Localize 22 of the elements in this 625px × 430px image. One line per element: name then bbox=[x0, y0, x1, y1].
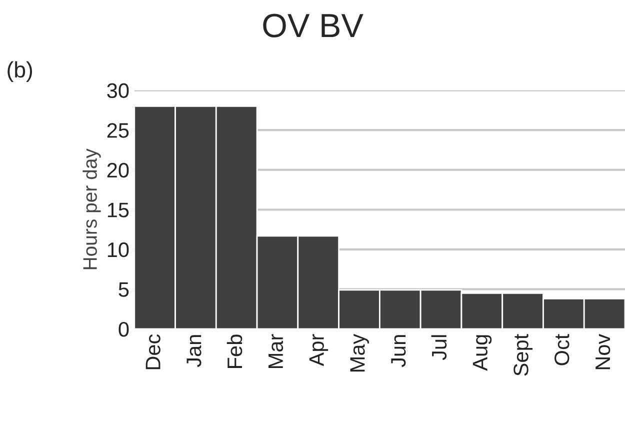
x-tick-label: Sept bbox=[514, 334, 532, 376]
x-tick-label: Aug bbox=[472, 335, 492, 371]
y-tick-label: 10 bbox=[108, 242, 129, 258]
y-tick-label: 30 bbox=[107, 83, 129, 98]
x-tick-label: Oct bbox=[554, 334, 570, 366]
x-tick-label: Jan bbox=[186, 335, 202, 368]
x-tick-label: Feb bbox=[226, 334, 242, 368]
y-tick-label: 15 bbox=[108, 202, 129, 218]
x-tick-label: Jul bbox=[431, 335, 447, 360]
y-tick-label: 20 bbox=[107, 162, 129, 178]
x-tick-label: Apr bbox=[309, 334, 328, 366]
y-tick-label: 0 bbox=[118, 322, 129, 337]
y-tick-label: 5 bbox=[118, 282, 129, 297]
x-tick-label: Nov bbox=[596, 334, 610, 370]
y-axis-title: Hours per day bbox=[82, 148, 101, 270]
chart-title: OV BV bbox=[263, 14, 364, 38]
x-tick-label: Jun bbox=[391, 335, 406, 368]
x-tick-label: Dec bbox=[146, 334, 160, 370]
x-tick-label: May bbox=[350, 334, 369, 372]
x-tick-label: Mar bbox=[268, 334, 284, 368]
y-tick-label: 25 bbox=[107, 123, 129, 138]
text: (b) bbox=[8, 61, 32, 82]
